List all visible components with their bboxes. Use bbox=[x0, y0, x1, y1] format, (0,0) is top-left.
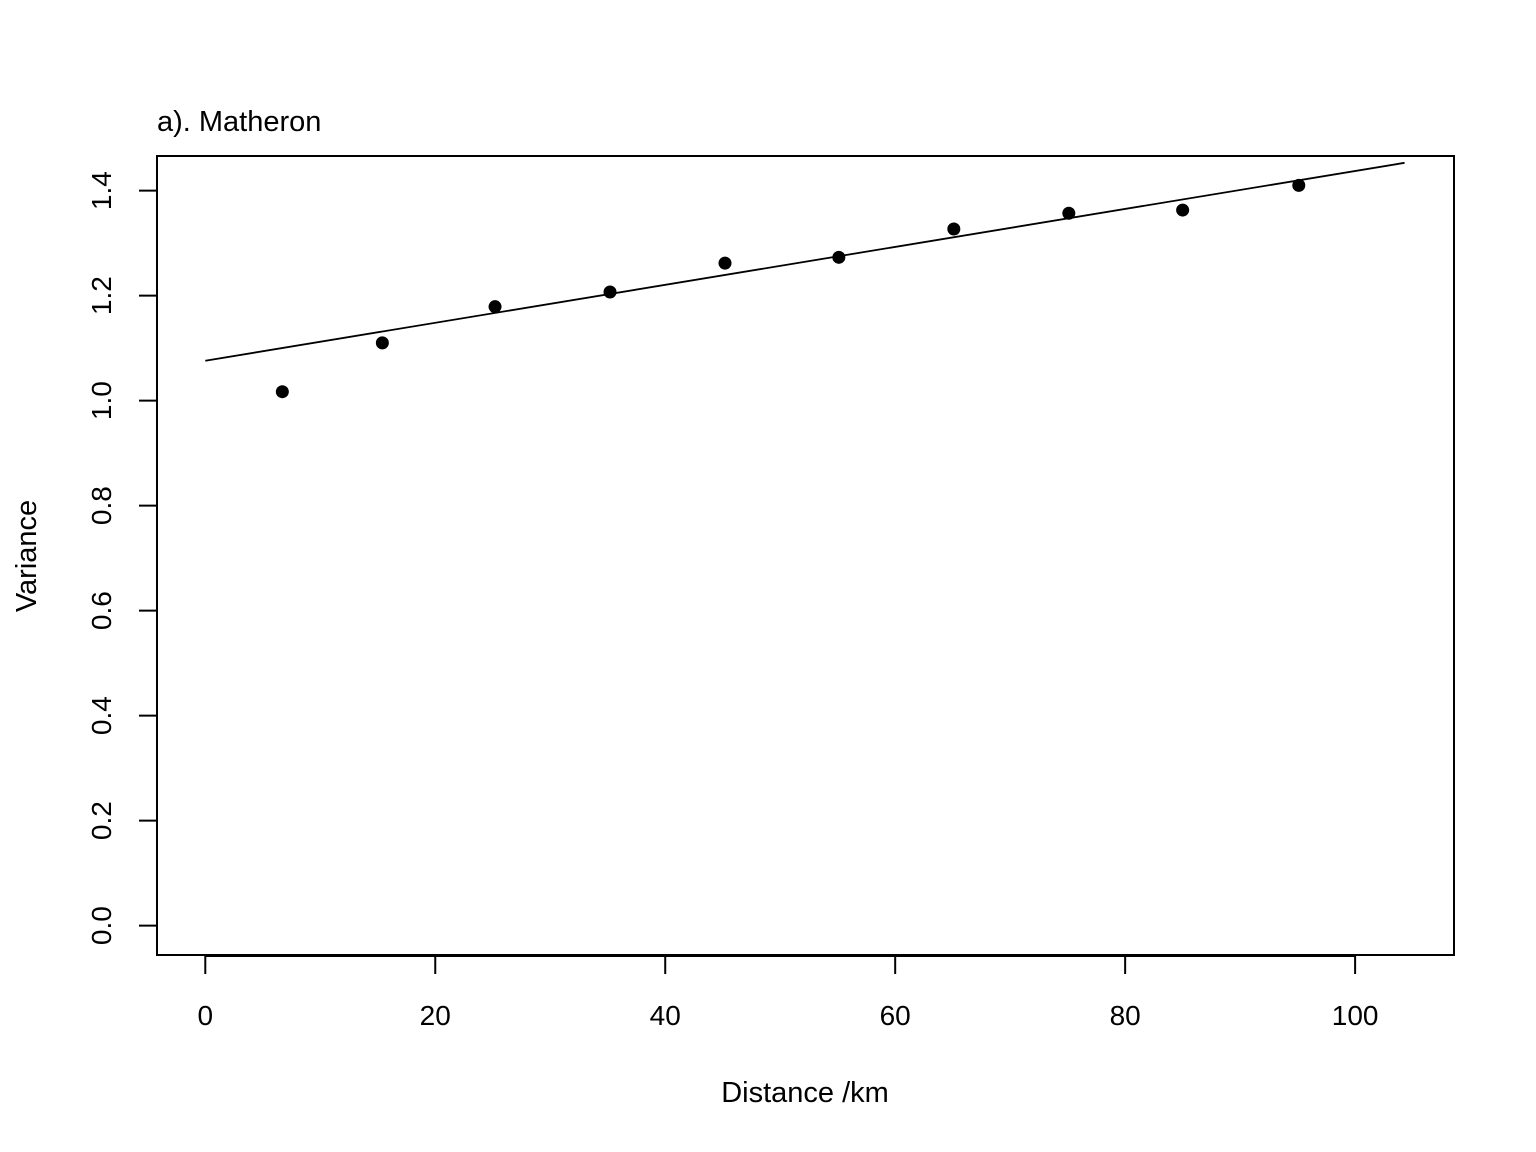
x-tick-label: 100 bbox=[1332, 1000, 1379, 1031]
x-tick-label: 40 bbox=[650, 1000, 681, 1031]
data-point bbox=[375, 336, 389, 350]
y-axis-label: Variance bbox=[11, 500, 43, 612]
data-point bbox=[1292, 178, 1306, 192]
y-axis: 0.0 0.2 0.4 0.6 0.8 1.0 1.2 1.4 bbox=[86, 171, 158, 945]
y-tick-label: 0.8 bbox=[86, 486, 117, 525]
data-point bbox=[1176, 203, 1190, 217]
x-tick-label: 0 bbox=[198, 1000, 214, 1031]
data-points-series bbox=[275, 178, 1306, 399]
y-tick-label: 0.6 bbox=[86, 591, 117, 630]
plot-frame bbox=[156, 155, 1455, 956]
data-point bbox=[718, 256, 732, 270]
y-tick-label: 1.0 bbox=[86, 381, 117, 420]
x-tick-label: 60 bbox=[880, 1000, 911, 1031]
y-tick-label: 0.4 bbox=[86, 696, 117, 735]
data-point bbox=[603, 285, 617, 299]
data-point bbox=[488, 300, 502, 314]
y-tick-label: 1.2 bbox=[86, 276, 117, 315]
data-point bbox=[275, 385, 289, 399]
x-axis-label: Distance /km bbox=[721, 1077, 889, 1109]
y-tick-label: 0.0 bbox=[86, 906, 117, 945]
x-tick-label: 20 bbox=[420, 1000, 451, 1031]
chart-title: a). Matheron bbox=[157, 106, 321, 138]
data-point bbox=[832, 250, 846, 264]
x-axis: 0 20 40 60 80 100 bbox=[198, 955, 1379, 1031]
data-point bbox=[947, 222, 961, 236]
y-tick-label: 0.2 bbox=[86, 801, 117, 840]
data-point bbox=[1062, 206, 1076, 220]
fitted-line-series bbox=[205, 161, 1405, 362]
y-tick-label: 1.4 bbox=[86, 171, 117, 210]
fitted-line bbox=[205, 161, 1405, 362]
x-tick-label: 80 bbox=[1110, 1000, 1141, 1031]
